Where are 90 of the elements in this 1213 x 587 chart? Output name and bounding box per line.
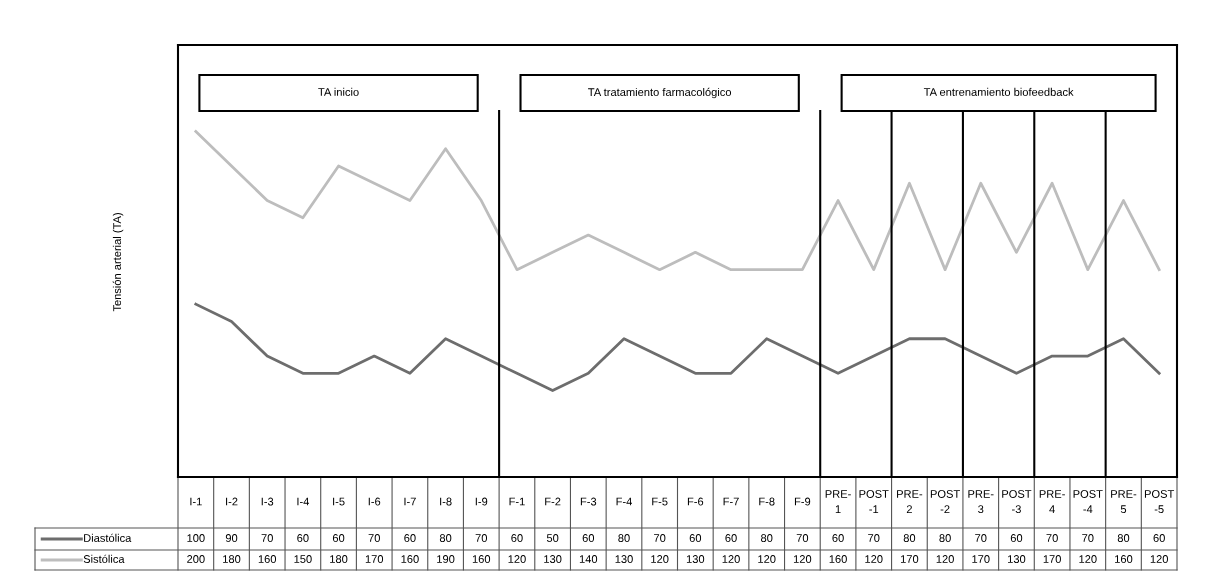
x-tick-label: F-6	[687, 497, 704, 506]
data-label: 80	[618, 534, 630, 542]
data-label: 70	[975, 534, 987, 542]
data-label: 120	[758, 555, 776, 563]
x-tick-label: I-7	[404, 497, 416, 506]
data-label: 70	[1082, 534, 1094, 542]
data-label: 60	[1010, 534, 1023, 542]
data-label: 190	[437, 555, 455, 563]
x-tick-label: I-1	[190, 497, 202, 506]
x-tick-label: F-2	[545, 497, 561, 506]
data-label: 70	[475, 534, 488, 542]
annotation: TA entrenamiento biofeedback	[923, 87, 1074, 96]
data-label: 180	[330, 555, 348, 563]
data-label: 120	[1150, 555, 1168, 563]
data-label: 130	[1008, 555, 1026, 563]
data-label: 70	[261, 534, 273, 542]
x-tick-label: F-1	[509, 497, 525, 506]
x-tick-label: PRE- 2	[897, 490, 923, 513]
data-label: 60	[1153, 534, 1165, 542]
data-label: 60	[582, 534, 595, 542]
x-tick-label: PRE- 3	[968, 490, 994, 514]
data-label: 130	[686, 555, 705, 563]
x-tick-label: F-8	[759, 497, 775, 506]
x-tick-label: I-2	[226, 497, 238, 506]
data-label: 70	[796, 534, 809, 542]
data-label: 160	[472, 555, 491, 563]
x-tick-label: POST -1	[859, 490, 889, 513]
data-label: 60	[332, 534, 345, 542]
data-label: 60	[689, 534, 702, 542]
x-tick-label: POST -5	[1144, 490, 1175, 514]
x-tick-label: F-4	[616, 497, 632, 506]
data-label: 120	[865, 555, 883, 563]
text: Tensión arterial (TA)	[112, 213, 124, 312]
x-tick-label: POST -4	[1073, 490, 1103, 513]
x-tick-label: I-9	[475, 497, 488, 506]
data-label: 170	[972, 555, 990, 563]
x-tick-label: I-8	[440, 497, 452, 506]
data-label: 200	[187, 555, 205, 563]
data-label: 80	[1117, 534, 1130, 542]
x-tick-label: PRE- 1	[825, 490, 851, 513]
data-label: 180	[223, 555, 241, 563]
data-label: 90	[225, 534, 238, 542]
annotation: TA inicio	[318, 87, 359, 96]
data-label: 160	[258, 555, 277, 563]
data-label: 160	[829, 555, 847, 563]
data-label: 80	[439, 534, 452, 542]
x-tick-label: I-4	[297, 497, 310, 506]
data-label: 170	[900, 555, 919, 563]
data-label: 80	[939, 534, 951, 542]
data-label: 170	[365, 555, 384, 563]
x-tick-label: F-5	[652, 497, 668, 506]
data-label: 120	[508, 555, 526, 563]
data-label: 70	[654, 534, 666, 542]
x-tick-label: I-5	[333, 497, 345, 506]
data-label: 150	[294, 555, 312, 563]
data-label: 170	[1043, 555, 1061, 563]
data-label: 60	[404, 534, 416, 542]
x-tick-label: F-3	[580, 497, 597, 506]
legend-label: Diastólica	[84, 533, 132, 542]
data-label: 70	[368, 534, 380, 542]
x-tick-label: POST -3	[1002, 490, 1032, 514]
data-label: 120	[1079, 555, 1097, 563]
data-label: 80	[903, 534, 916, 542]
data-label: 60	[725, 534, 737, 542]
data-label: 120	[936, 555, 954, 563]
x-tick-label: F-7	[723, 497, 739, 506]
x-tick-label: I-6	[368, 497, 381, 506]
data-label: 60	[832, 534, 844, 542]
data-label: 120	[722, 555, 740, 563]
data-label: 140	[579, 555, 598, 563]
x-tick-label: POST -2	[930, 490, 960, 513]
data-label: 130	[544, 555, 562, 563]
data-label: 100	[187, 534, 205, 542]
annotation: TA tratamiento farmacológico	[588, 87, 732, 99]
data-label: 60	[297, 534, 309, 542]
data-label: 130	[615, 555, 633, 563]
data-label: 120	[651, 555, 669, 563]
data-label: 120	[793, 555, 812, 563]
x-tick-label: PRE- 4	[1039, 490, 1065, 513]
data-label: 160	[1115, 555, 1133, 563]
data-label: 50	[546, 534, 559, 542]
data-label: 70	[1046, 534, 1058, 542]
data-label: 160	[401, 555, 419, 563]
data-label: 70	[868, 534, 880, 542]
legend-label: Sistólica	[83, 554, 125, 563]
x-tick-label: I-3	[261, 497, 274, 506]
data-label: 60	[511, 534, 523, 542]
x-tick-label: PRE- 5	[1111, 490, 1137, 514]
data-label: 80	[761, 534, 773, 542]
x-tick-label: F-9	[794, 497, 811, 506]
